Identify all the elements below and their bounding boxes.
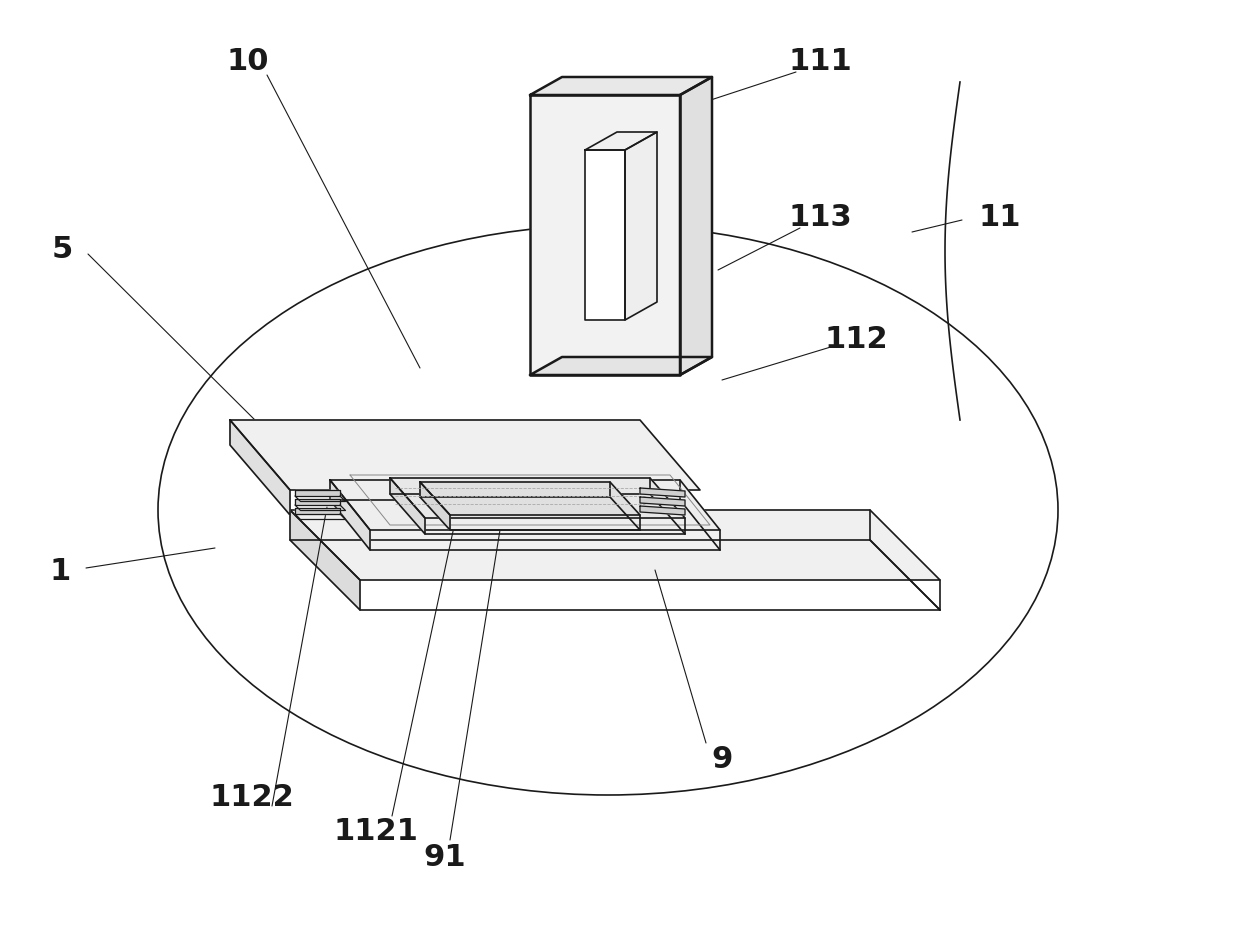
Polygon shape (529, 357, 712, 375)
Polygon shape (680, 77, 712, 375)
Text: 1: 1 (50, 558, 71, 587)
Polygon shape (295, 508, 340, 514)
Text: 91: 91 (424, 843, 466, 872)
Polygon shape (529, 95, 680, 375)
Text: 112: 112 (825, 326, 888, 355)
Polygon shape (229, 420, 701, 490)
Text: 9: 9 (712, 746, 733, 775)
Polygon shape (585, 150, 625, 320)
Polygon shape (640, 488, 684, 497)
Text: 1122: 1122 (210, 782, 294, 812)
Polygon shape (391, 478, 425, 534)
Text: 111: 111 (789, 47, 852, 76)
Text: 10: 10 (227, 47, 269, 76)
Polygon shape (290, 510, 360, 610)
Polygon shape (330, 480, 720, 530)
Polygon shape (391, 478, 684, 518)
Ellipse shape (157, 225, 1058, 795)
Text: 5: 5 (51, 236, 73, 264)
Polygon shape (585, 132, 657, 150)
Polygon shape (290, 510, 940, 580)
Polygon shape (420, 482, 640, 515)
Text: 11: 11 (978, 204, 1022, 233)
Polygon shape (229, 420, 290, 515)
Polygon shape (420, 482, 450, 530)
Polygon shape (640, 497, 684, 506)
Polygon shape (330, 480, 370, 550)
Polygon shape (625, 132, 657, 320)
Text: 1121: 1121 (334, 817, 418, 846)
Text: 113: 113 (789, 204, 852, 233)
Polygon shape (529, 77, 712, 95)
Polygon shape (640, 506, 684, 515)
Polygon shape (295, 499, 340, 505)
Polygon shape (295, 490, 340, 496)
